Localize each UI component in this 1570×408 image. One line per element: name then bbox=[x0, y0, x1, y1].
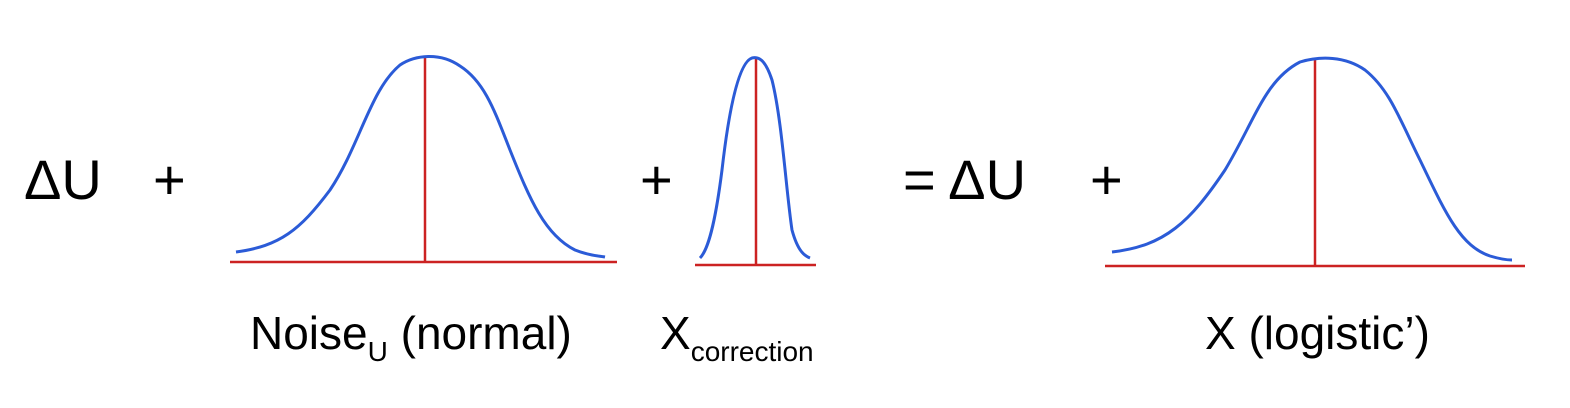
normal-curve bbox=[235, 55, 606, 259]
plus-sign-3: + bbox=[1090, 148, 1123, 211]
correction-curve bbox=[698, 56, 811, 260]
logistic-label: X (logistic’) bbox=[1205, 307, 1430, 359]
equals-delta-u: = ΔU bbox=[903, 148, 1027, 211]
correction-label: Xcorrection bbox=[660, 307, 814, 366]
noise-label-main: Noise bbox=[250, 307, 368, 359]
normal-distribution bbox=[230, 55, 617, 264]
noise-label-suffix: (normal) bbox=[387, 307, 572, 359]
correction-label-subscript: correction bbox=[690, 336, 814, 367]
correction-distribution bbox=[695, 56, 816, 267]
plus-sign-2: + bbox=[640, 148, 673, 211]
noise-label-subscript: U bbox=[367, 336, 388, 367]
logistic-distribution bbox=[1105, 56, 1525, 268]
plus-sign-1: + bbox=[153, 148, 186, 211]
logistic-curve bbox=[1111, 56, 1513, 262]
correction-label-main: X bbox=[660, 307, 691, 359]
noise-label: NoiseU (normal) bbox=[250, 307, 572, 366]
delta-u-left: ΔU bbox=[24, 148, 102, 211]
